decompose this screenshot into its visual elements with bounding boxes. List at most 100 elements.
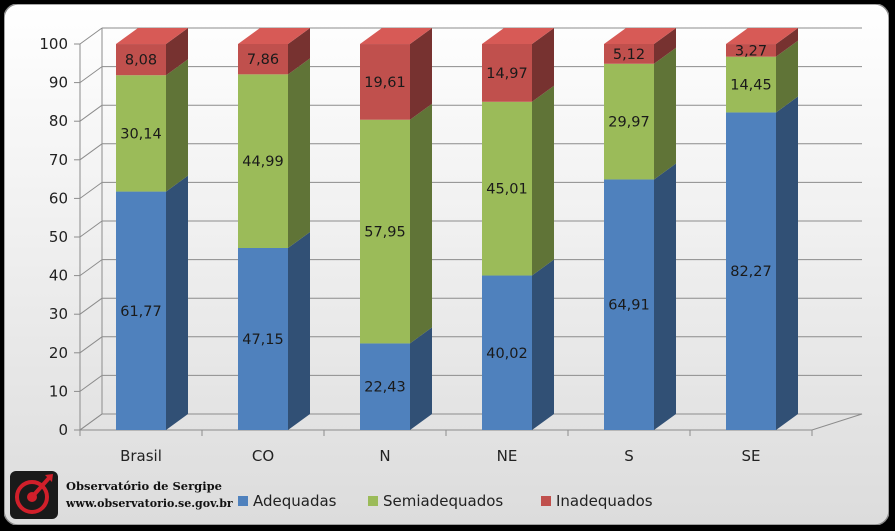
- bar-segment-inadequados-ne: [482, 28, 554, 102]
- bar-side: [288, 58, 310, 249]
- legend-label: Inadequados: [556, 492, 653, 510]
- bar-segment-inadequados-n: [360, 28, 432, 120]
- gridline-side-30: [79, 297, 103, 315]
- legend-swatch: [238, 496, 248, 506]
- bar-front: [482, 275, 532, 430]
- bar-top: [482, 28, 554, 44]
- bar-side: [654, 163, 676, 431]
- x-tick-label: Brasil: [120, 447, 162, 465]
- data-label: 57,95: [364, 225, 406, 241]
- data-label: 7,86: [247, 52, 279, 68]
- gridline-side-50: [79, 220, 103, 238]
- bar-front: [726, 112, 776, 430]
- data-label: 44,99: [242, 154, 284, 170]
- bar-top: [116, 28, 188, 45]
- legend-item-inadequados: Inadequados: [541, 492, 653, 510]
- y-tick-label: 80: [49, 112, 68, 130]
- bar-side: [410, 103, 432, 344]
- bar-front: [116, 44, 166, 76]
- bar-segment-semiadequados-s: [604, 47, 676, 180]
- x-tick-label: NE: [497, 447, 518, 465]
- bar-front: [238, 248, 288, 430]
- bar-segment-adequadas-co: [238, 232, 310, 430]
- chart-frame: 0 10 20 30 40 50 60 70 80 90 100 61,77 30,14 8,08 47,…: [4, 4, 889, 525]
- gridline-side-70: [79, 143, 103, 161]
- bar-segment-semiadequados-brasil: [116, 59, 188, 192]
- gridline-side-90: [79, 66, 103, 84]
- data-label: 14,97: [486, 66, 528, 82]
- legend-swatch: [368, 496, 378, 506]
- bar-top: [360, 28, 432, 45]
- bar-side: [166, 175, 188, 430]
- bar-side: [410, 28, 432, 120]
- x-axis-labels: Brasil CO N NE S SE: [120, 447, 760, 465]
- gridline-side-80: [79, 104, 103, 122]
- gridline-side-60: [79, 181, 103, 199]
- bar-segment-semiadequados-co: [238, 58, 310, 249]
- bar-side: [166, 28, 188, 76]
- y-tick-label: 20: [49, 344, 68, 362]
- x-tick-label: SE: [742, 447, 761, 465]
- bar-front: [604, 179, 654, 430]
- legend-label: Adequadas: [253, 492, 337, 510]
- data-label: 47,15: [242, 332, 284, 348]
- stacked-bar-chart: 0 10 20 30 40 50 60 70 80 90 100 61,77 30,14 8,08 47,…: [4, 4, 889, 525]
- bar-segment-adequadas-se: [726, 96, 798, 430]
- bar-side: [166, 59, 188, 192]
- bar-side: [654, 28, 676, 64]
- y-tick-label: 50: [49, 228, 68, 246]
- bar-front: [238, 44, 288, 75]
- legend-item-semiadequados: Semiadequados: [368, 492, 503, 510]
- legend: Adequadas Semiadequados Inadequados: [238, 492, 653, 510]
- bar-side: [776, 40, 798, 113]
- bar-front: [238, 74, 288, 249]
- data-label: 61,77: [120, 304, 162, 320]
- bar-side: [532, 85, 554, 276]
- bar-top: [604, 28, 676, 44]
- bar-front: [116, 191, 166, 430]
- bar-front: [360, 44, 410, 120]
- bar-segment-semiadequados-n: [360, 103, 432, 344]
- legend-item-adequadas: Adequadas: [238, 492, 337, 510]
- data-label: 8,08: [125, 53, 157, 69]
- bar-side: [532, 28, 554, 102]
- gridline-side-10: [79, 374, 103, 392]
- data-label: 45,01: [486, 182, 528, 198]
- data-label: 22,43: [364, 380, 406, 396]
- bar-front: [360, 343, 410, 430]
- data-label: 82,27: [730, 264, 772, 280]
- data-label: 30,14: [120, 126, 162, 142]
- bar-side: [776, 96, 798, 430]
- data-label: 14,45: [730, 78, 772, 94]
- bar-side: [654, 47, 676, 180]
- watermark-url: www.observatorio.se.gov.br: [65, 497, 233, 510]
- y-tick-label: 90: [49, 74, 68, 92]
- bar-side: [288, 28, 310, 75]
- y-tick-label: 60: [49, 189, 68, 207]
- y-axis: 0 10 20 30 40 50 60 70 80 90 100: [39, 28, 863, 439]
- bar-segment-inadequados-s: [604, 28, 676, 64]
- bar-front: [360, 119, 410, 344]
- bar-front: [604, 63, 654, 180]
- bar-front: [482, 101, 532, 276]
- bar-front: [726, 56, 776, 113]
- y-tick-label: 0: [58, 421, 68, 439]
- bar-front: [116, 75, 166, 192]
- x-tick-label: S: [624, 447, 634, 465]
- bar-segment-semiadequados-ne: [482, 85, 554, 276]
- y-tick-label: 100: [39, 35, 68, 53]
- legend-label: Semiadequados: [383, 492, 503, 510]
- bar-segment-adequadas-brasil: [116, 175, 188, 430]
- gridline-side-20: [79, 336, 103, 354]
- y-tick-label: 10: [49, 382, 68, 400]
- bar-front: [726, 44, 776, 57]
- bar-segment-inadequados-se: [726, 28, 798, 57]
- bar-side: [288, 232, 310, 430]
- y-tick-label: 70: [49, 151, 68, 169]
- bar-segment-inadequados-co: [238, 28, 310, 75]
- gridline-side-100: [79, 27, 103, 45]
- x-tick-label: CO: [252, 447, 274, 465]
- y-tick-label: 30: [49, 305, 68, 323]
- bar-side: [410, 327, 432, 430]
- x-tick-label: N: [379, 447, 390, 465]
